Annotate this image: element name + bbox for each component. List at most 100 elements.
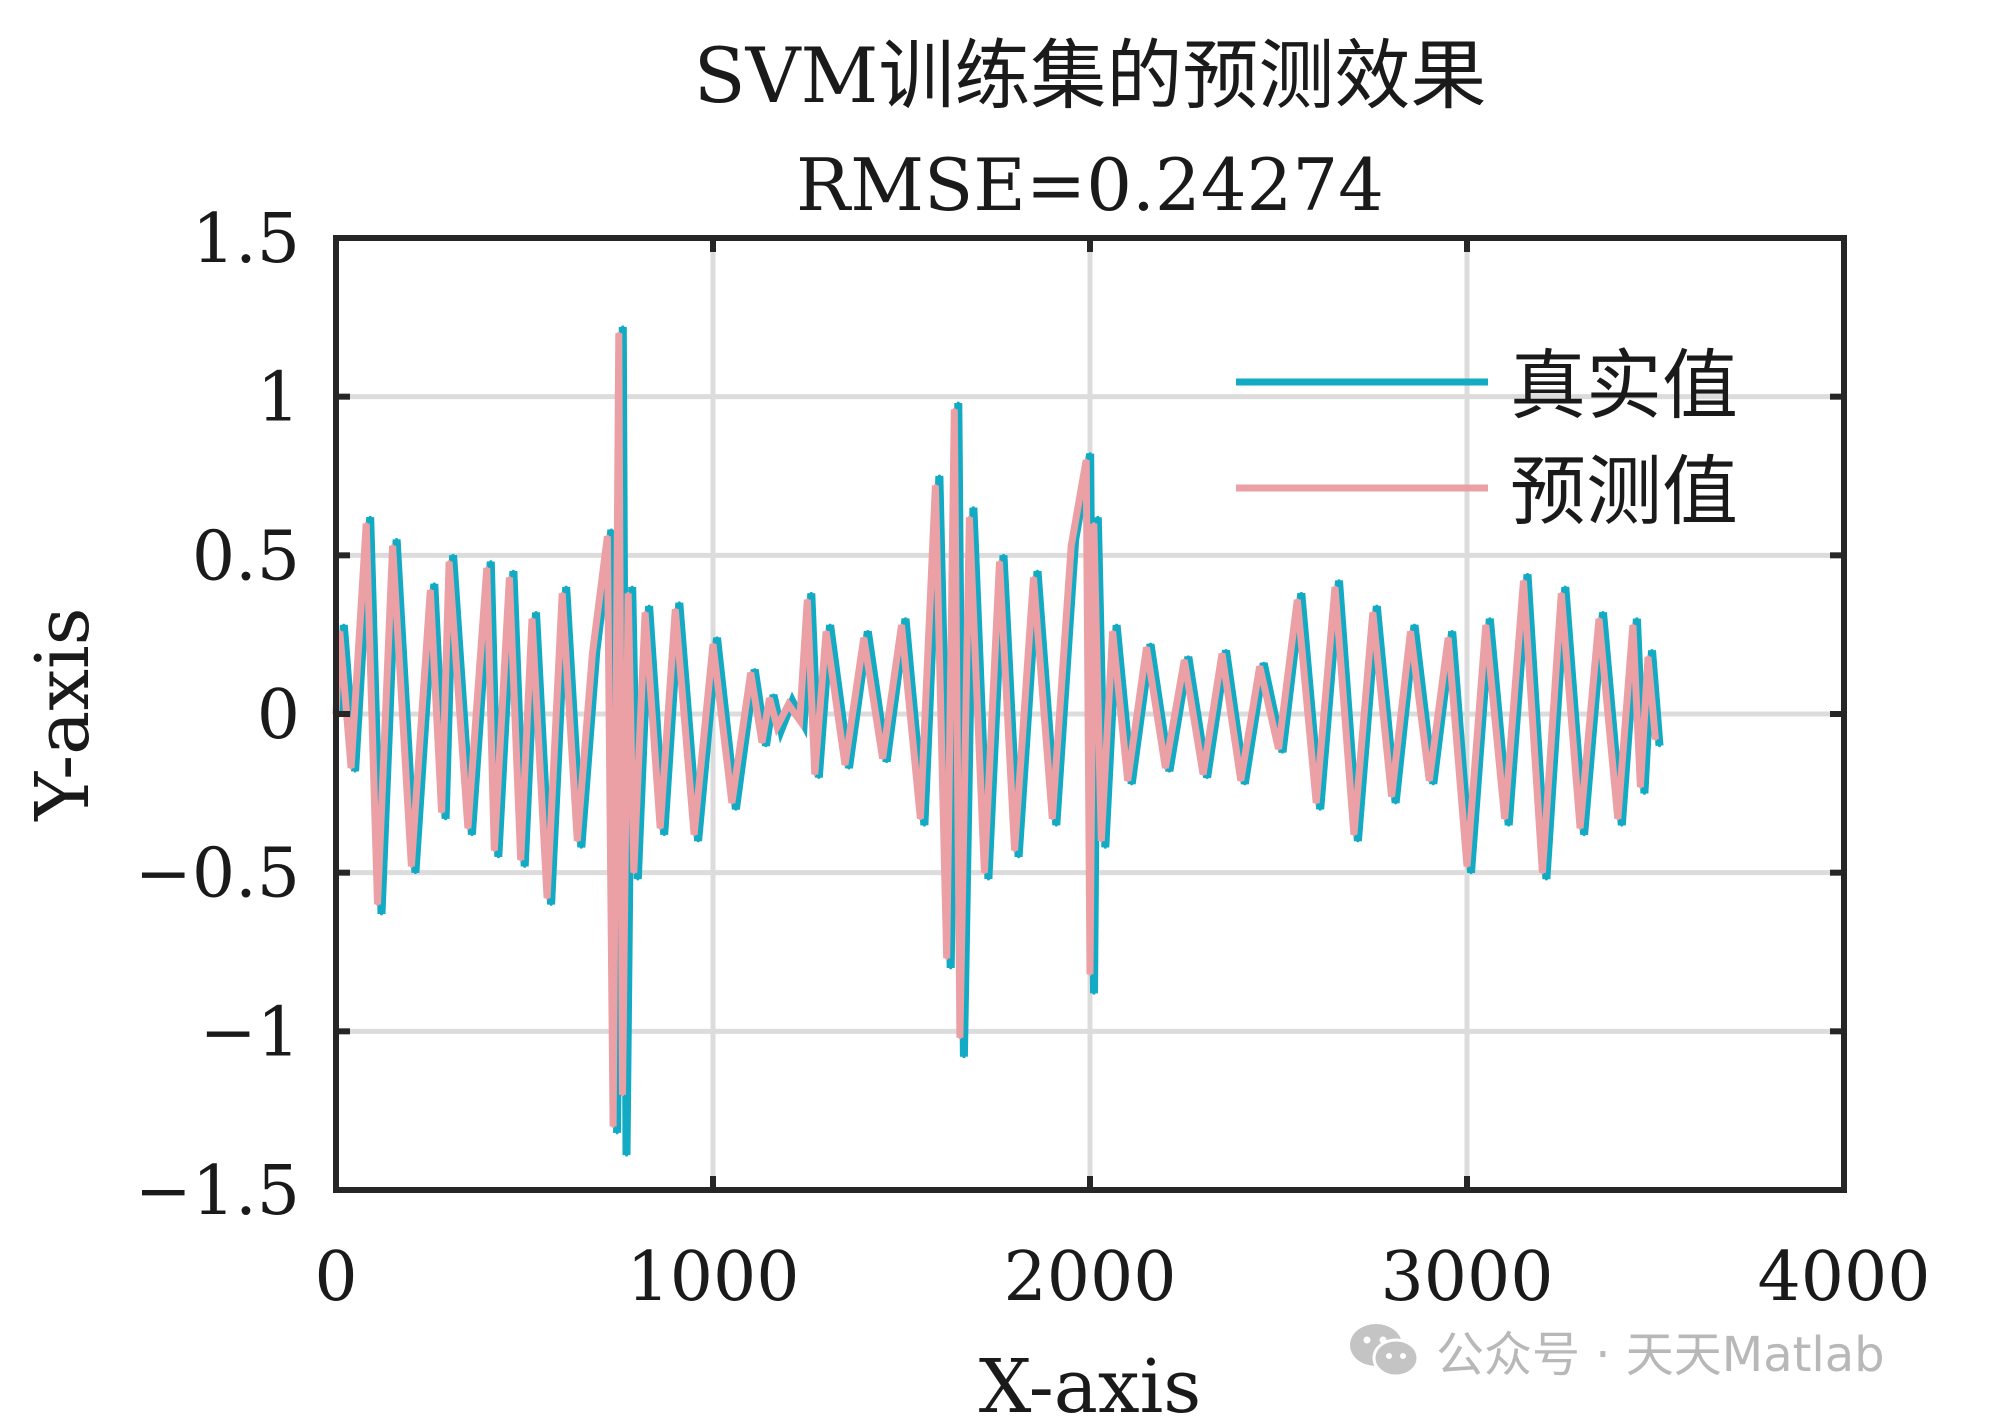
point-true-25 <box>636 877 640 881</box>
point-predicted-89 <box>1631 623 1635 627</box>
point-predicted-9 <box>447 560 451 564</box>
point-predicted-91 <box>1646 655 1650 659</box>
point-true-61 <box>1115 623 1119 627</box>
point-predicted-56 <box>1069 544 1073 548</box>
point-predicted-5 <box>391 544 395 548</box>
point-predicted-21 <box>611 1125 615 1129</box>
point-predicted-31 <box>730 801 734 805</box>
watermark: 公众号 · 天天Matlab <box>1348 1320 1885 1383</box>
point-predicted-87 <box>1597 617 1601 621</box>
point-true-55 <box>1054 823 1058 827</box>
point-true-27 <box>662 833 666 837</box>
point-predicted-16 <box>545 896 549 900</box>
point-predicted-75 <box>1371 610 1375 614</box>
point-predicted-19 <box>590 652 594 656</box>
point-true-12 <box>496 855 500 859</box>
point-predicted-34 <box>768 696 772 700</box>
point-true-49 <box>962 1055 966 1059</box>
x-tick-label-3: 3000 <box>1380 1238 1553 1317</box>
point-true-33 <box>764 744 768 748</box>
point-true-40 <box>828 623 832 627</box>
point-predicted-84 <box>1540 871 1544 875</box>
point-predicted-29 <box>692 833 696 837</box>
point-predicted-41 <box>843 763 847 767</box>
point-predicted-51 <box>982 871 986 875</box>
point-predicted-61 <box>1111 629 1115 633</box>
y-tick-label-2: −0.5 <box>135 835 300 914</box>
point-true-20 <box>609 528 613 532</box>
point-true-3 <box>368 515 372 519</box>
point-predicted-46 <box>933 484 937 488</box>
point-true-38 <box>809 591 813 595</box>
point-predicted-8 <box>440 810 444 814</box>
point-predicted-20 <box>605 534 609 538</box>
point-predicted-37 <box>798 718 802 722</box>
point-true-82 <box>1507 823 1511 827</box>
point-predicted-59 <box>1092 522 1096 526</box>
point-true-45 <box>922 823 926 827</box>
point-predicted-86 <box>1578 826 1582 830</box>
point-predicted-3 <box>364 522 368 526</box>
point-true-42 <box>866 629 870 633</box>
point-true-23 <box>625 1153 629 1157</box>
point-predicted-74 <box>1352 833 1356 837</box>
point-true-29 <box>696 839 700 843</box>
point-predicted-32 <box>749 671 753 675</box>
point-true-21 <box>615 1131 619 1135</box>
point-true-28 <box>677 601 681 605</box>
point-predicted-2 <box>349 766 353 770</box>
x-axis-label: X-axis <box>979 1344 1202 1417</box>
point-true-18 <box>579 845 583 849</box>
point-true-72 <box>1318 807 1322 811</box>
point-true-5 <box>395 537 399 541</box>
point-predicted-14 <box>519 858 523 862</box>
point-predicted-88 <box>1616 817 1620 821</box>
point-predicted-6 <box>409 864 413 868</box>
point-predicted-77 <box>1408 629 1412 633</box>
point-predicted-54 <box>1031 576 1035 580</box>
point-predicted-69 <box>1258 664 1262 668</box>
chart-subtitle: RMSE=0.24274 <box>796 143 1384 227</box>
y-tick-label-3: 0 <box>257 676 300 755</box>
chart-title: SVM训练集的预测效果 <box>694 31 1487 120</box>
point-predicted-49 <box>958 1036 962 1040</box>
point-true-77 <box>1412 623 1416 627</box>
legend-label-true: 真实值 <box>1510 341 1738 430</box>
point-true-83 <box>1526 572 1530 576</box>
point-true-59 <box>1096 515 1100 519</box>
point-true-91 <box>1650 649 1654 653</box>
point-true-35 <box>779 728 783 732</box>
point-predicted-92 <box>1654 737 1657 741</box>
point-predicted-58 <box>1088 972 1092 976</box>
point-true-50 <box>971 506 975 510</box>
point-predicted-85 <box>1559 591 1563 595</box>
point-predicted-80 <box>1465 864 1469 868</box>
point-predicted-30 <box>711 642 715 646</box>
point-predicted-42 <box>862 636 866 640</box>
x-tick-label-4: 4000 <box>1757 1238 1930 1317</box>
point-predicted-18 <box>575 839 579 843</box>
point-true-47 <box>949 966 953 970</box>
chart-legend: 真实值 预测值 <box>1236 341 1738 536</box>
point-predicted-47 <box>945 956 949 960</box>
point-true-58 <box>1092 991 1096 995</box>
point-true-24 <box>630 585 634 589</box>
point-predicted-27 <box>658 826 662 830</box>
point-predicted-26 <box>643 610 647 614</box>
point-predicted-1 <box>338 629 342 633</box>
point-predicted-83 <box>1522 579 1526 583</box>
point-true-52 <box>1002 553 1006 557</box>
point-predicted-60 <box>1099 839 1103 843</box>
point-predicted-76 <box>1390 795 1394 799</box>
point-predicted-45 <box>918 817 922 821</box>
point-true-22 <box>621 325 625 329</box>
point-predicted-82 <box>1503 817 1507 821</box>
point-predicted-39 <box>813 772 817 776</box>
point-true-54 <box>1035 569 1039 573</box>
point-true-13 <box>511 569 515 573</box>
point-true-48 <box>956 401 960 405</box>
point-predicted-17 <box>560 591 564 595</box>
point-true-68 <box>1243 782 1247 786</box>
